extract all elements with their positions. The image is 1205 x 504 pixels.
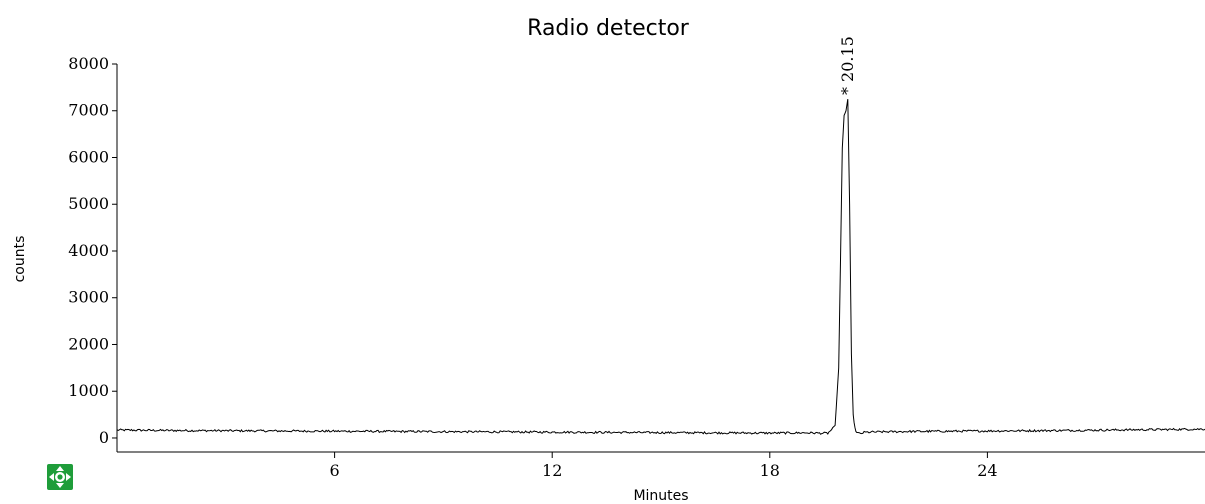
trace-line bbox=[116, 99, 1205, 435]
y-tick-label: 1000 bbox=[68, 381, 109, 400]
y-axis-label: counts bbox=[12, 236, 28, 283]
y-tick-label: 8000 bbox=[68, 54, 109, 73]
y-tick-label: 4000 bbox=[68, 241, 109, 260]
y-tick-label: 2000 bbox=[68, 334, 109, 353]
x-ticks: 6 12 18 24 bbox=[330, 452, 998, 480]
x-tick-label: 12 bbox=[542, 461, 562, 480]
move-arrows-icon[interactable] bbox=[47, 464, 73, 490]
y-tick-label: 7000 bbox=[68, 101, 109, 120]
axes bbox=[116, 64, 1205, 453]
y-tick-label: 6000 bbox=[68, 147, 109, 166]
x-tick-label: 18 bbox=[760, 461, 780, 480]
y-tick-label: 3000 bbox=[68, 288, 109, 307]
y-ticks: 0 1000 2000 3000 4000 5000 6000 7000 8000 bbox=[68, 54, 117, 447]
peak-labels: * 20.15 bbox=[838, 36, 857, 95]
x-axis-label: Minutes bbox=[633, 488, 688, 504]
x-tick-label: 24 bbox=[977, 461, 997, 480]
x-tick-label: 6 bbox=[330, 461, 340, 480]
peak-label: * 20.15 bbox=[838, 36, 857, 95]
chart-title: Radio detector bbox=[527, 16, 690, 41]
y-tick-label: 0 bbox=[99, 428, 109, 447]
y-tick-label: 5000 bbox=[68, 194, 109, 213]
